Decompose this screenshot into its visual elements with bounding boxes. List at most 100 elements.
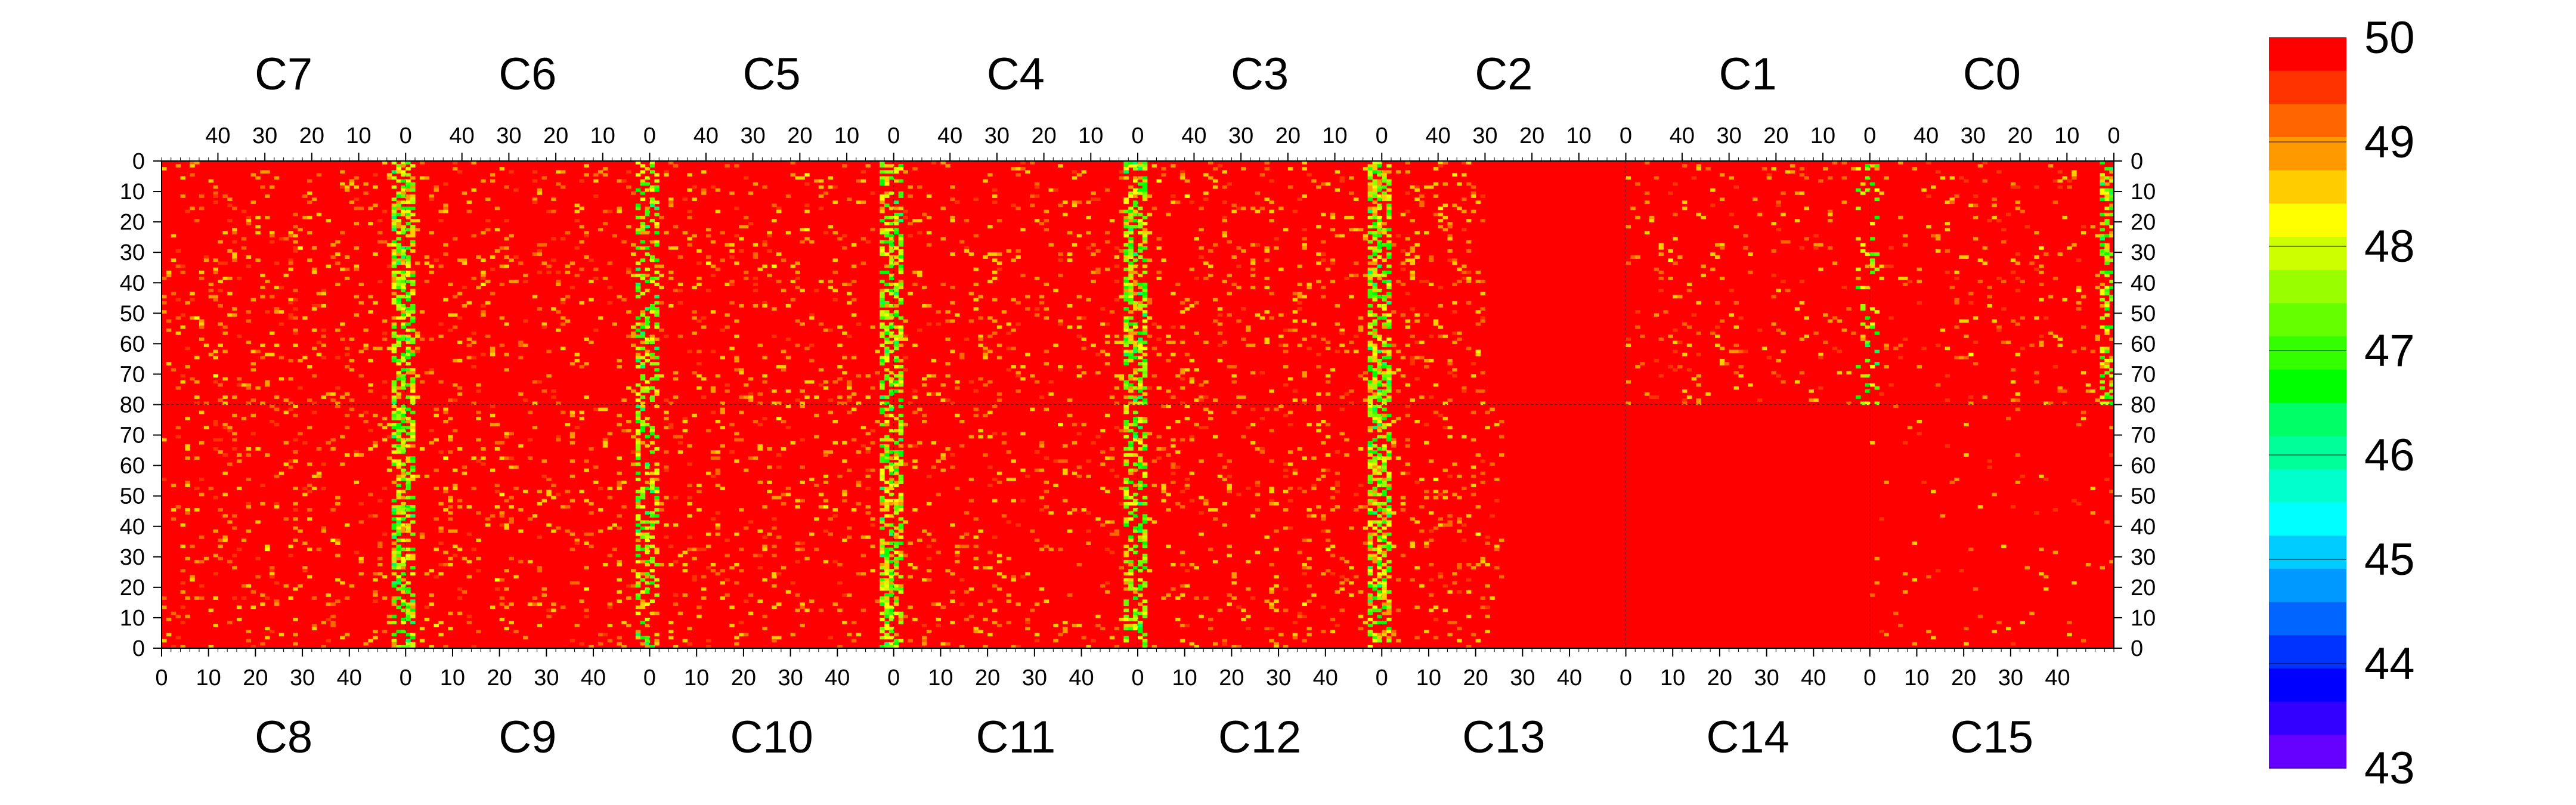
heat-cell bbox=[1269, 219, 1274, 222]
heat-cell bbox=[2072, 176, 2077, 180]
heat-cell bbox=[396, 200, 401, 205]
heat-cell bbox=[673, 164, 679, 168]
heat-cell bbox=[391, 197, 397, 201]
heat-cell bbox=[884, 645, 890, 649]
heat-cell bbox=[1677, 365, 1683, 369]
heat-cell bbox=[396, 298, 401, 302]
heat-cell bbox=[936, 493, 942, 497]
heat-cell bbox=[358, 283, 364, 286]
heat-cell bbox=[302, 316, 308, 320]
heat-cell bbox=[270, 231, 275, 235]
heat-cell bbox=[246, 310, 252, 314]
heat-cell bbox=[1879, 392, 1884, 396]
heat-cell bbox=[213, 496, 219, 500]
heat-cell bbox=[1231, 203, 1237, 208]
heat-cell bbox=[635, 316, 641, 320]
heat-cell bbox=[1382, 258, 1387, 262]
heat-cell bbox=[748, 395, 754, 399]
heat-cell bbox=[804, 203, 810, 208]
heat-cell bbox=[898, 496, 904, 500]
heat-cell bbox=[1654, 358, 1659, 363]
heat-cell bbox=[391, 416, 397, 420]
heat-cell bbox=[391, 566, 397, 569]
heat-cell bbox=[654, 404, 660, 408]
heat-cell bbox=[1142, 298, 1148, 302]
heat-cell bbox=[438, 529, 444, 533]
heat-cell bbox=[1133, 161, 1138, 165]
heat-cell bbox=[640, 636, 646, 640]
heat-cell bbox=[893, 556, 899, 561]
heat-cell bbox=[448, 450, 453, 454]
heat-cell bbox=[1264, 167, 1270, 171]
heat-cell bbox=[1367, 255, 1373, 259]
heat-cell bbox=[813, 484, 819, 487]
heat-cell bbox=[1916, 280, 1922, 283]
heat-cell bbox=[405, 179, 411, 183]
heat-cell bbox=[626, 420, 631, 423]
heat-cell bbox=[1142, 161, 1148, 165]
heat-cell bbox=[382, 575, 388, 579]
heat-cell bbox=[804, 608, 810, 612]
heat-cell bbox=[236, 617, 242, 621]
heat-cell bbox=[1386, 164, 1392, 168]
heat-cell bbox=[1884, 176, 1889, 180]
heat-cell bbox=[579, 490, 584, 494]
heat-cell bbox=[851, 392, 857, 396]
heat-cell bbox=[410, 547, 416, 552]
heat-cell bbox=[715, 450, 721, 454]
heat-cell bbox=[1114, 255, 1120, 259]
heat-cell bbox=[940, 383, 946, 387]
heat-cell bbox=[2109, 252, 2114, 256]
heat-cell bbox=[405, 273, 411, 277]
heat-cell bbox=[635, 231, 641, 235]
heat-cell bbox=[1462, 264, 1467, 268]
heat-cell bbox=[250, 432, 256, 436]
heat-cell bbox=[401, 559, 406, 564]
heat-cell bbox=[888, 611, 894, 615]
heat-cell bbox=[311, 328, 317, 332]
heat-cell bbox=[1466, 249, 1472, 253]
heat-cell bbox=[1138, 338, 1143, 341]
heat-cell bbox=[654, 471, 660, 475]
heat-cell bbox=[293, 246, 298, 250]
heat-cell bbox=[1865, 167, 1871, 171]
heat-cell bbox=[1123, 161, 1129, 165]
heat-cell bbox=[692, 316, 697, 320]
heat-cell bbox=[1302, 228, 1307, 232]
heat-cell bbox=[880, 240, 885, 244]
heat-cell bbox=[414, 335, 420, 338]
heat-cell bbox=[1269, 316, 1274, 320]
heat-cell bbox=[687, 547, 692, 552]
heat-cell bbox=[1302, 194, 1307, 198]
heat-cell bbox=[504, 432, 509, 436]
heat-cell bbox=[1480, 280, 1485, 283]
heat-cell bbox=[405, 383, 411, 387]
heat-cell bbox=[401, 255, 406, 259]
heat-cell bbox=[274, 261, 280, 265]
heat-cell bbox=[1626, 338, 1631, 341]
heat-cell bbox=[1715, 243, 1720, 247]
heat-cell bbox=[1377, 215, 1382, 219]
heat-cell bbox=[349, 368, 355, 371]
heat-cell bbox=[1865, 176, 1871, 180]
heat-cell bbox=[490, 255, 496, 259]
heat-cell bbox=[1945, 270, 1950, 274]
heat-cell bbox=[880, 289, 885, 293]
heat-cell bbox=[2104, 206, 2110, 210]
heat-cell bbox=[631, 191, 636, 195]
heat-cell bbox=[236, 605, 242, 609]
heat-cell bbox=[1138, 182, 1143, 186]
heat-cell bbox=[1128, 289, 1134, 293]
heat-cell bbox=[391, 292, 397, 296]
heat-cell bbox=[556, 283, 561, 286]
heat-cell bbox=[880, 252, 885, 256]
heat-cell bbox=[673, 371, 679, 375]
heat-cell bbox=[1039, 441, 1045, 445]
heat-cell bbox=[673, 523, 679, 527]
heat-cell bbox=[1658, 374, 1664, 378]
heat-cell bbox=[527, 456, 533, 460]
heat-cell bbox=[1696, 167, 1702, 171]
heat-cell bbox=[635, 441, 641, 445]
heat-cell bbox=[1733, 185, 1739, 189]
heat-cell bbox=[884, 358, 890, 363]
